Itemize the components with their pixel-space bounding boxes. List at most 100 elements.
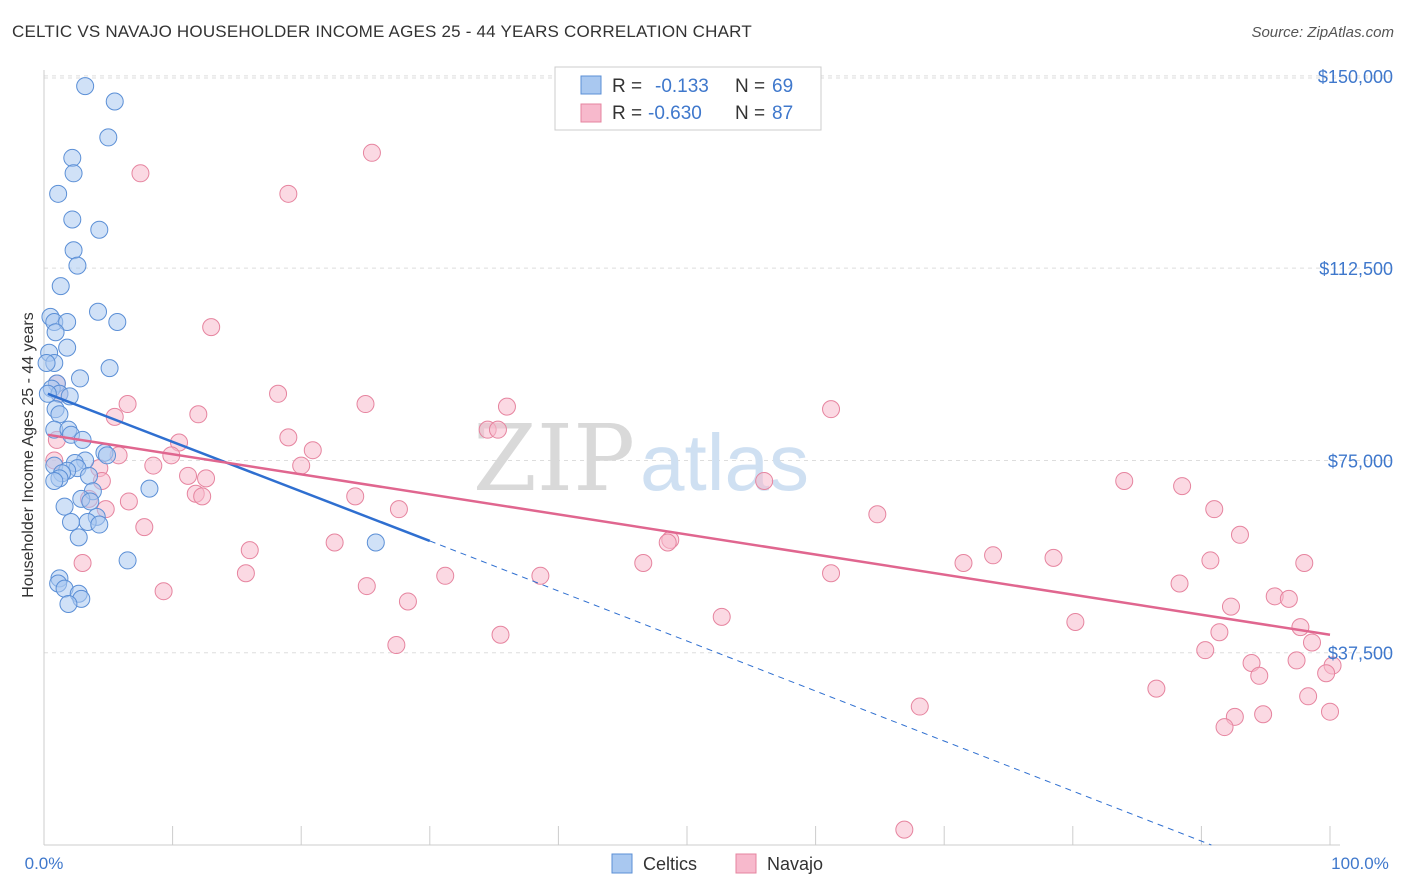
celtics-point xyxy=(58,338,77,357)
celtics-point xyxy=(140,479,159,498)
navajo-point xyxy=(1201,551,1220,570)
navajo-point xyxy=(755,471,774,490)
navajo-point xyxy=(279,428,298,447)
navajo-point xyxy=(346,487,365,506)
navajo-point xyxy=(634,553,653,572)
navajo-point xyxy=(179,466,198,485)
navajo-point xyxy=(1196,641,1215,660)
navajo-point xyxy=(269,384,288,403)
stats-r-value-navajo: -0.630 xyxy=(648,103,702,124)
stats-n-label-celtics: N = xyxy=(735,76,765,97)
navajo-point xyxy=(119,492,138,511)
celtics-point xyxy=(118,551,137,570)
navajo-point xyxy=(1170,574,1189,593)
celtics-point xyxy=(90,220,109,239)
navajo-point xyxy=(197,469,216,488)
navajo-point xyxy=(1221,597,1240,616)
celtics-trend-line xyxy=(47,392,431,543)
navajo-point xyxy=(362,143,381,162)
watermark-atlas: atlas xyxy=(640,418,809,507)
y-tick-label: $112,500 xyxy=(1319,259,1393,279)
navajo-point xyxy=(491,625,510,644)
celtics-point xyxy=(58,313,77,332)
y-tick-label: $150,000 xyxy=(1318,67,1393,87)
celtics-points xyxy=(37,77,385,614)
legend-swatch-celtics xyxy=(611,853,633,874)
celtics-point xyxy=(51,277,70,296)
navajo-point xyxy=(822,564,841,583)
navajo-point xyxy=(1321,702,1339,721)
navajo-point xyxy=(1230,525,1249,544)
navajo-point xyxy=(984,546,1003,565)
x-tick-label-max: 100.0% xyxy=(1331,854,1389,873)
navajo-point xyxy=(135,518,154,537)
navajo-point xyxy=(488,420,507,439)
navajo-point xyxy=(436,566,455,585)
navajo-point xyxy=(325,533,344,552)
legend-label-celtics: Celtics xyxy=(643,854,697,874)
celtics-point xyxy=(81,492,100,511)
navajo-point xyxy=(497,397,516,416)
celtics-point xyxy=(108,313,127,332)
navajo-point xyxy=(1299,687,1318,706)
chart-title: CELTIC VS NAVAJO HOUSEHOLDER INCOME AGES… xyxy=(12,22,752,41)
celtics-point xyxy=(45,471,64,490)
celtics-point xyxy=(76,77,95,96)
navajo-point xyxy=(202,318,221,337)
celtics-point xyxy=(98,446,117,465)
navajo-point xyxy=(1066,612,1085,631)
navajo-point xyxy=(658,533,677,552)
navajo-point xyxy=(1115,471,1134,490)
navajo-point xyxy=(1287,651,1306,670)
navajo-point xyxy=(1317,664,1336,683)
navajo-point xyxy=(1295,553,1314,572)
celtics-point xyxy=(64,241,83,260)
stats-r-value-celtics: -0.133 xyxy=(655,76,709,97)
navajo-point xyxy=(154,582,173,601)
celtics-point xyxy=(99,128,118,147)
navajo-point xyxy=(1147,679,1166,698)
celtics-point xyxy=(63,148,82,167)
celtics-point xyxy=(69,528,88,547)
x-tick-label-min: 0.0% xyxy=(25,854,64,873)
navajo-point xyxy=(240,541,259,560)
y-tick-label: $37,500 xyxy=(1328,644,1393,664)
navajo-point xyxy=(895,820,914,839)
celtics-point xyxy=(59,595,78,614)
navajo-point xyxy=(531,566,550,585)
navajo-point xyxy=(356,395,375,414)
celtics-point xyxy=(46,323,65,342)
navajo-trend-line xyxy=(47,433,1331,637)
stats-n-label-navajo: N = xyxy=(735,103,765,124)
navajo-point xyxy=(954,553,973,572)
celtics-point xyxy=(64,164,83,183)
navajo-point xyxy=(118,395,137,414)
celtics-point xyxy=(68,256,87,275)
navajo-point xyxy=(868,505,887,524)
navajo-point xyxy=(712,607,731,626)
navajo-point xyxy=(279,184,298,203)
navajo-point xyxy=(236,564,255,583)
navajo-point xyxy=(73,553,92,572)
celtics-point xyxy=(89,302,108,321)
navajo-point xyxy=(131,164,150,183)
stats-n-value-celtics: 69 xyxy=(772,76,793,97)
stats-r-label-celtics: R = xyxy=(612,76,642,97)
stats-r-label-navajo: R = xyxy=(612,103,642,124)
celtics-point xyxy=(90,515,109,534)
navajo-point xyxy=(1291,618,1310,637)
legend-swatch-navajo xyxy=(735,853,757,874)
stats-n-value-navajo: 87 xyxy=(772,103,793,124)
celtics-point xyxy=(62,512,81,531)
navajo-point xyxy=(1173,477,1192,496)
celtics-point xyxy=(49,184,68,203)
y-axis-label: Householder Income Ages 25 - 44 years xyxy=(20,312,37,598)
navajo-point xyxy=(292,456,311,475)
stats-box: R = -0.133 N = 69 R = -0.630 N = 87 xyxy=(554,66,822,131)
celtics-trend-line-extension xyxy=(429,540,1212,846)
celtics-point xyxy=(63,210,82,229)
navajo-point xyxy=(1044,548,1063,567)
navajo-point xyxy=(1205,500,1224,519)
navajo-point xyxy=(303,441,322,460)
